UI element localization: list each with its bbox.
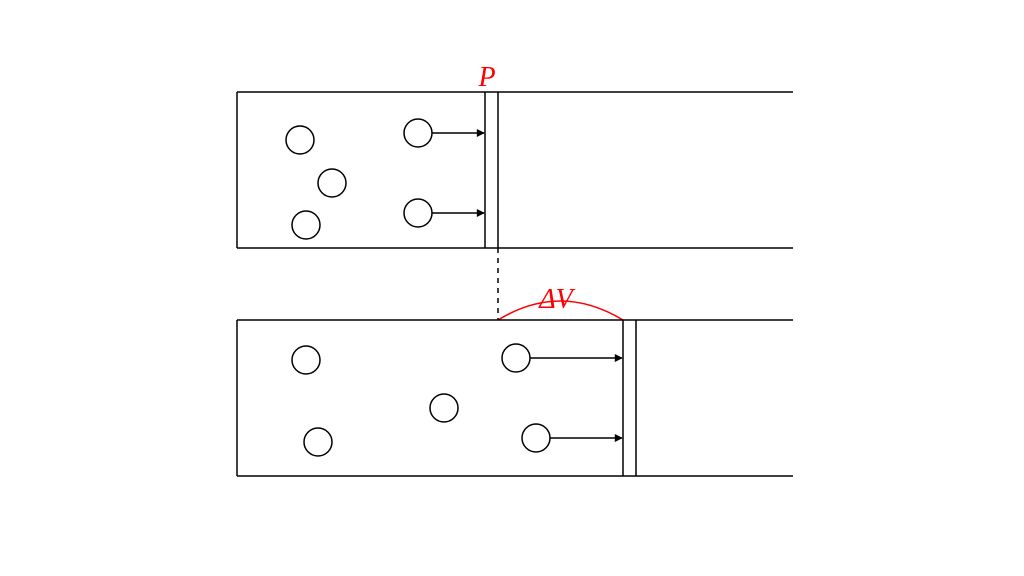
label-delta-v: ΔV — [538, 284, 575, 315]
label-p: P — [477, 62, 495, 93]
